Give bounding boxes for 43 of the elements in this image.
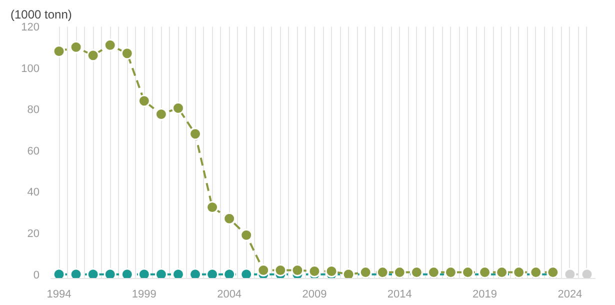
y-axis-title: (1000 tonn) [10, 8, 72, 22]
y-tick-label: 100 [21, 62, 40, 75]
point [291, 264, 304, 276]
point [564, 268, 576, 278]
point [154, 268, 168, 278]
point [274, 264, 287, 276]
point [257, 264, 270, 276]
x-tick-label: 2004 [217, 288, 242, 300]
point [580, 268, 594, 278]
point [104, 38, 116, 52]
y-tick-label: 0 [33, 269, 40, 282]
y-tick-label: 40 [27, 186, 40, 199]
point [138, 268, 150, 278]
x-tick-label: 2024 [558, 288, 582, 300]
point [52, 45, 66, 58]
point [206, 268, 219, 278]
point [70, 268, 82, 278]
point [240, 268, 253, 278]
point [172, 102, 184, 114]
point [154, 108, 168, 121]
y-tick-label: 120 [21, 22, 40, 34]
x-tick-label: 1994 [46, 288, 72, 300]
point [86, 268, 100, 278]
x-tick-label: 2019 [472, 288, 498, 300]
point [325, 265, 338, 278]
x-tick-label: 2009 [302, 288, 327, 300]
point [120, 47, 134, 60]
x-tick-label: 2014 [387, 288, 412, 300]
point [86, 49, 100, 62]
point [104, 268, 116, 278]
point [223, 268, 236, 278]
point [223, 212, 236, 225]
point [70, 40, 82, 54]
point [52, 268, 66, 278]
point [206, 201, 219, 214]
point [308, 265, 321, 278]
y-tick-label: 80 [27, 104, 40, 116]
x-tick-label: 1999 [132, 288, 156, 300]
y-tick-label: 20 [27, 228, 40, 240]
point [120, 268, 134, 278]
y-tick-label: 60 [27, 145, 40, 158]
point [138, 94, 150, 108]
point [240, 228, 253, 242]
